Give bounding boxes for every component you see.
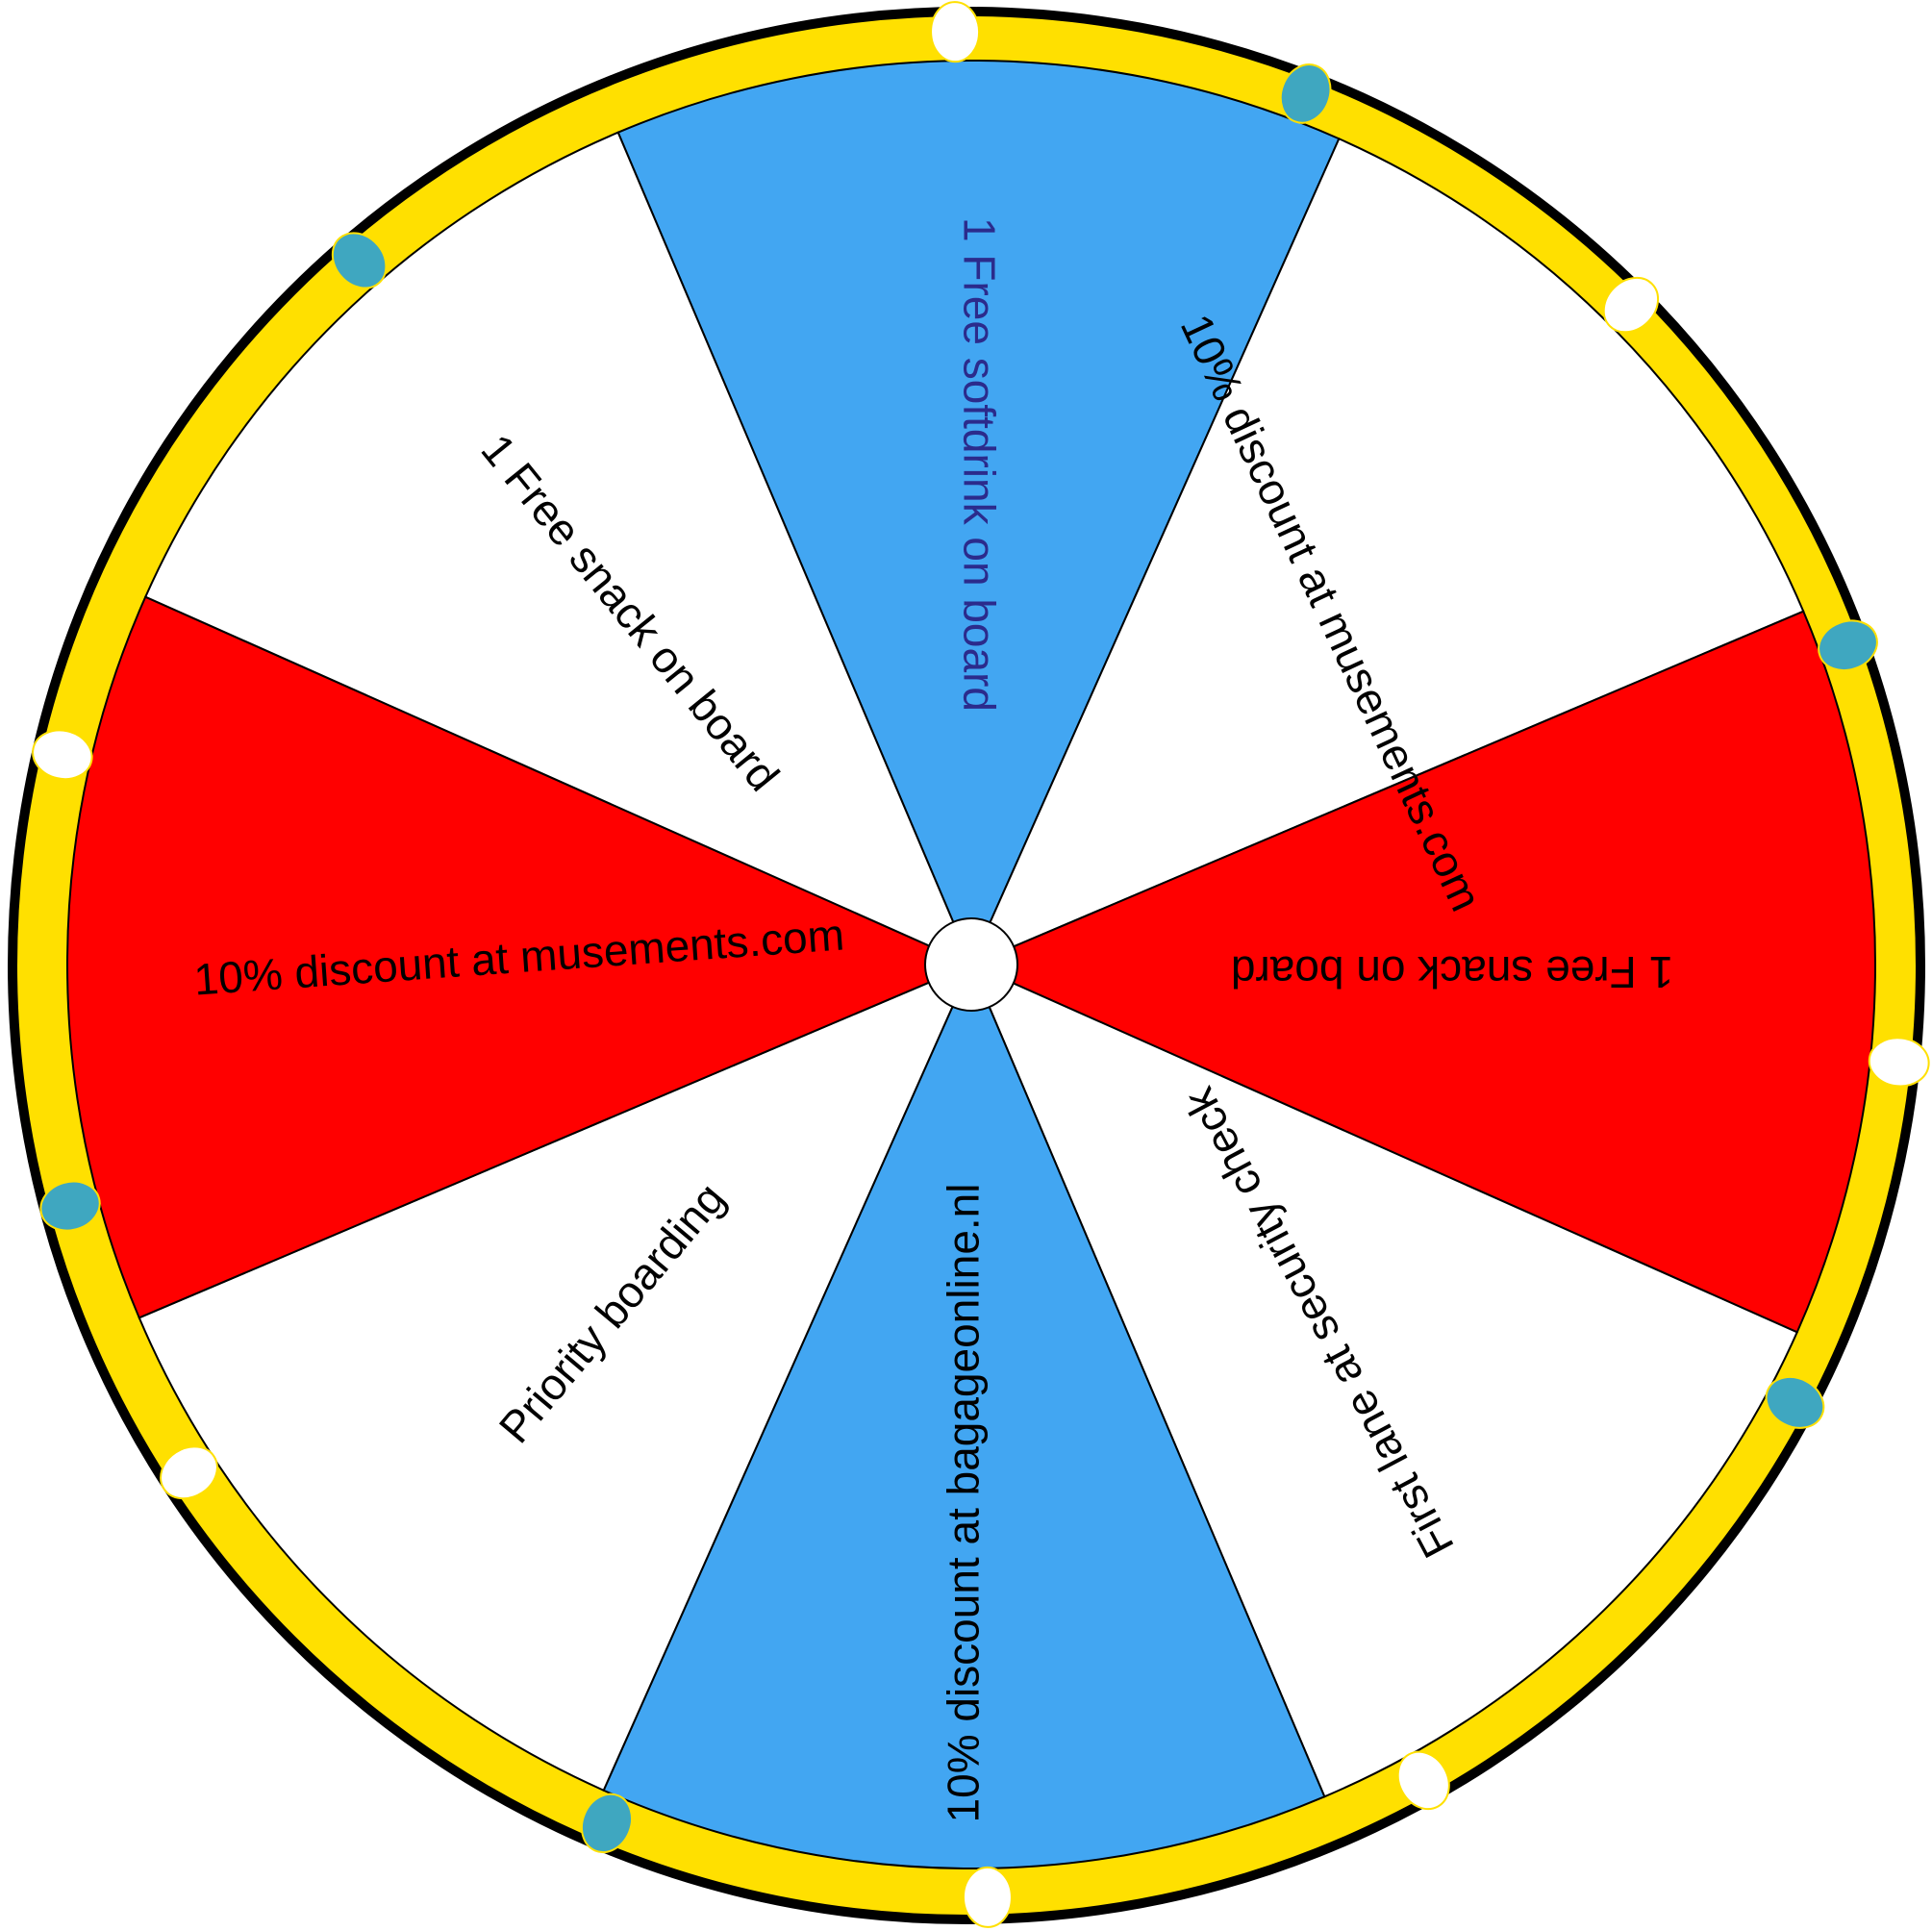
rim-light <box>1765 1375 1825 1429</box>
wheel-segment <box>969 963 1799 1798</box>
segment-label: 1 Free snack on board <box>1231 947 1673 997</box>
rim-light <box>1396 1750 1450 1811</box>
wheel-segment <box>602 962 1326 1869</box>
rim-light <box>32 729 93 781</box>
rim-light <box>1818 619 1878 672</box>
rim-light <box>331 232 388 289</box>
wheel-hub[interactable] <box>924 917 1018 1012</box>
rim-light <box>1279 63 1332 124</box>
rim-light <box>962 1866 1013 1928</box>
rim-light <box>1868 1037 1930 1088</box>
wheel-segment <box>66 595 974 1319</box>
rim-light <box>930 1 981 63</box>
segment-label: 10% discount at bagageonline.nl <box>938 1183 988 1822</box>
rim-light <box>1602 276 1660 334</box>
rim-light <box>39 1180 101 1232</box>
wheel-segment <box>143 131 973 966</box>
wheel-segment <box>138 963 973 1793</box>
rim-light <box>580 1793 633 1854</box>
wheel-segment <box>616 60 1341 967</box>
wheel-segment <box>968 610 1876 1334</box>
rim-light <box>160 1445 218 1500</box>
segment-label: 1 Free softdrink on board <box>954 217 1004 712</box>
